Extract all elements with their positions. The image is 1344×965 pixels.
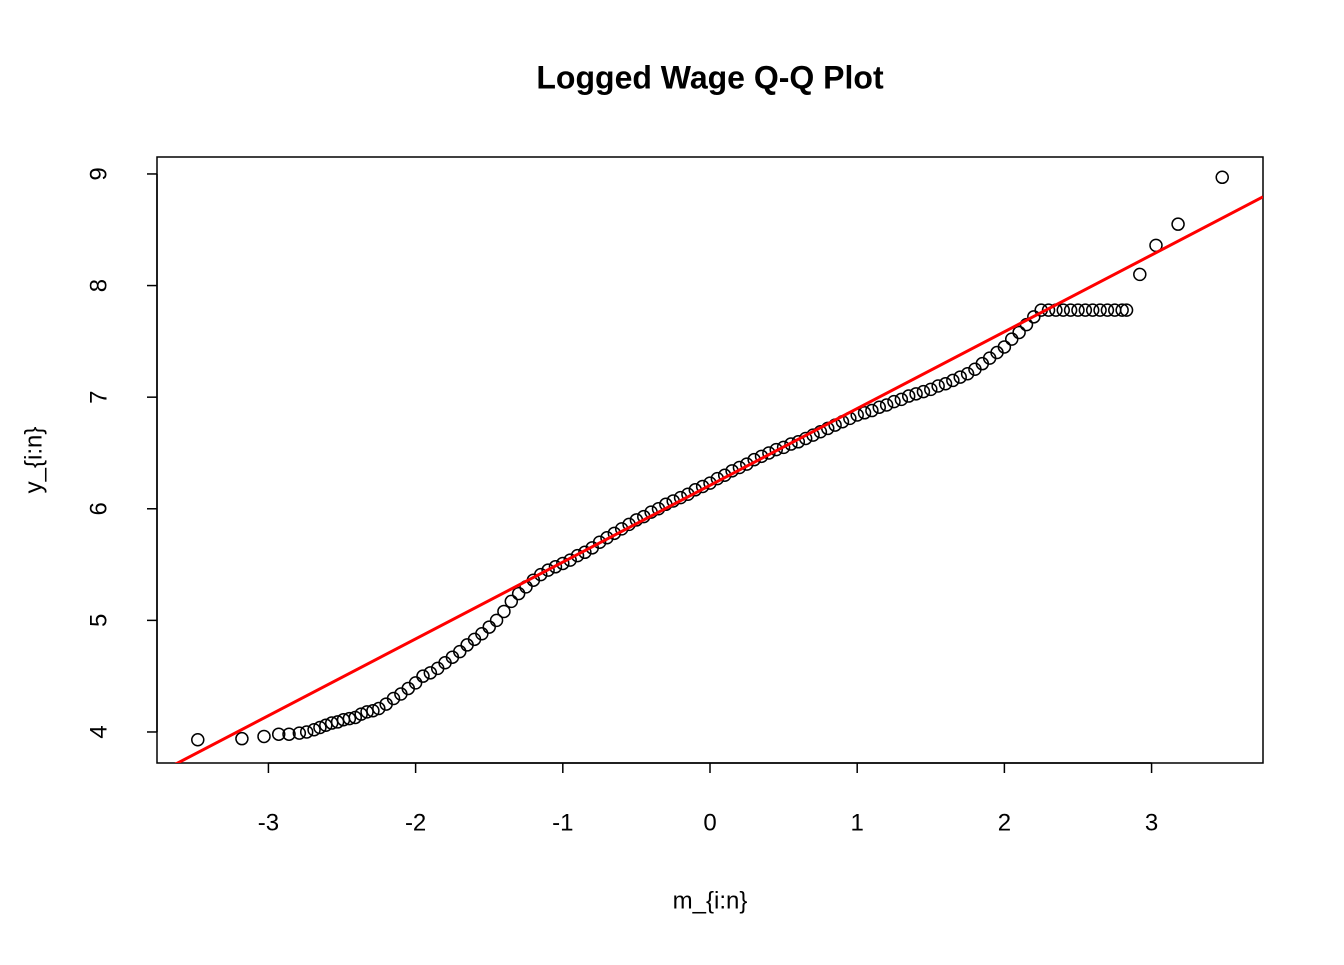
- point: [386, 691, 401, 706]
- point: [901, 389, 916, 403]
- point: [894, 392, 909, 407]
- point: [307, 722, 321, 737]
- reference-line: [174, 195, 1263, 763]
- point: [1071, 303, 1085, 317]
- point: [1012, 325, 1026, 340]
- point: [416, 669, 430, 683]
- y-axis-label: y_{i:n}: [20, 427, 47, 494]
- point: [600, 531, 614, 545]
- point: [865, 403, 879, 418]
- point: [887, 394, 901, 409]
- point: [475, 627, 489, 641]
- point: [997, 340, 1012, 354]
- point: [423, 666, 438, 680]
- point: [313, 720, 327, 735]
- point: [931, 379, 945, 393]
- point: [1171, 217, 1185, 231]
- point: [1119, 303, 1134, 317]
- point: [292, 726, 307, 740]
- point: [342, 711, 357, 726]
- point: [191, 733, 205, 747]
- point: [857, 406, 872, 420]
- point: [946, 373, 960, 388]
- y-tick-label: 8: [85, 279, 112, 292]
- point: [489, 613, 504, 628]
- x-tick-label: 2: [998, 809, 1011, 836]
- point: [879, 398, 894, 412]
- point: [1085, 303, 1100, 317]
- point: [769, 442, 783, 457]
- point: [504, 594, 519, 609]
- x-tick-label: 0: [703, 809, 716, 836]
- point: [497, 604, 511, 619]
- x-tick-label: -2: [405, 809, 426, 836]
- point: [453, 644, 467, 659]
- point: [776, 440, 791, 455]
- x-tick-label: 1: [851, 809, 864, 836]
- point: [482, 620, 496, 634]
- x-axis-label: m_{i:n}: [673, 887, 748, 914]
- point: [408, 676, 423, 690]
- point: [570, 548, 585, 563]
- point: [1215, 170, 1229, 185]
- point: [533, 567, 548, 582]
- y-tick-label: 6: [85, 502, 112, 515]
- chart-title: Logged Wage Q-Q Plot: [536, 59, 884, 95]
- point: [1041, 303, 1056, 317]
- point: [1093, 303, 1107, 317]
- point: [1004, 332, 1019, 346]
- point: [909, 387, 923, 401]
- point: [592, 535, 607, 550]
- point: [1063, 303, 1078, 317]
- point: [235, 731, 249, 746]
- point: [1056, 303, 1071, 317]
- y-tick-label: 5: [85, 614, 112, 627]
- point: [916, 384, 931, 399]
- point: [299, 725, 314, 739]
- point: [960, 366, 975, 381]
- y-tick-label: 7: [85, 390, 112, 403]
- point: [282, 727, 296, 741]
- point: [924, 382, 938, 397]
- point: [271, 727, 286, 741]
- x-tick-label: 3: [1145, 809, 1158, 836]
- point: [372, 701, 386, 716]
- point: [872, 400, 887, 414]
- plot-frame: [156, 156, 1264, 764]
- point: [1100, 303, 1115, 317]
- point: [511, 586, 526, 601]
- x-tick-label: -1: [552, 809, 573, 836]
- point: [784, 437, 798, 451]
- point: [541, 563, 555, 577]
- point: [366, 704, 380, 718]
- point: [556, 556, 570, 571]
- y-tick-label: 4: [85, 725, 112, 738]
- point: [1027, 310, 1041, 324]
- plot-area: [174, 170, 1263, 763]
- point: [257, 729, 271, 744]
- point: [1115, 303, 1129, 317]
- point: [1078, 303, 1093, 317]
- point: [548, 560, 563, 574]
- point: [953, 370, 967, 384]
- y-tick-label: 9: [85, 167, 112, 180]
- x-tick-label: -3: [258, 809, 279, 836]
- point: [938, 377, 953, 391]
- point: [1133, 267, 1147, 282]
